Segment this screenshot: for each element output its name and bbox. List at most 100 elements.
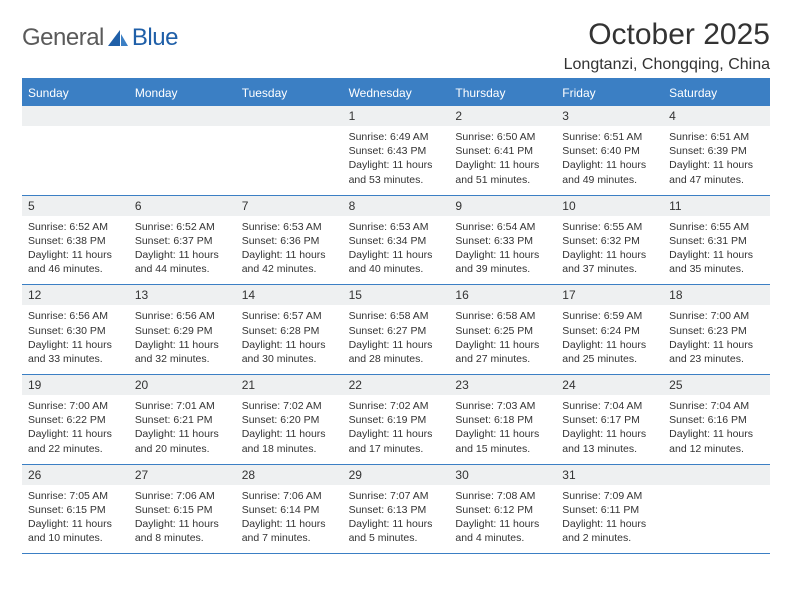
day-number-band: . [22, 106, 129, 126]
day-cell: 18Sunrise: 7:00 AMSunset: 6:23 PMDayligh… [663, 285, 770, 374]
week-row: 12Sunrise: 6:56 AMSunset: 6:30 PMDayligh… [22, 285, 770, 375]
day-number-band: 31 [556, 465, 663, 485]
daylight-line: Daylight: 11 hours and 18 minutes. [242, 427, 337, 455]
day-cell: 11Sunrise: 6:55 AMSunset: 6:31 PMDayligh… [663, 196, 770, 285]
daylight-line: Daylight: 11 hours and 17 minutes. [349, 427, 444, 455]
sunset-line: Sunset: 6:31 PM [669, 234, 764, 248]
sunset-line: Sunset: 6:39 PM [669, 144, 764, 158]
sunset-line: Sunset: 6:19 PM [349, 413, 444, 427]
day-cell: 2Sunrise: 6:50 AMSunset: 6:41 PMDaylight… [449, 106, 556, 195]
day-number-band: 28 [236, 465, 343, 485]
day-cell: 1Sunrise: 6:49 AMSunset: 6:43 PMDaylight… [343, 106, 450, 195]
sunrise-line: Sunrise: 7:02 AM [349, 399, 444, 413]
day-number-band: 19 [22, 375, 129, 395]
location-subtitle: Longtanzi, Chongqing, China [564, 56, 770, 74]
day-number: 2 [455, 109, 550, 123]
day-number: 24 [562, 378, 657, 392]
daylight-line: Daylight: 11 hours and 42 minutes. [242, 248, 337, 276]
day-number-band: 30 [449, 465, 556, 485]
day-number-band: 16 [449, 285, 556, 305]
sunset-line: Sunset: 6:22 PM [28, 413, 123, 427]
sunrise-line: Sunrise: 7:09 AM [562, 489, 657, 503]
sunset-line: Sunset: 6:30 PM [28, 324, 123, 338]
day-number-band: 22 [343, 375, 450, 395]
sunrise-line: Sunrise: 6:58 AM [455, 309, 550, 323]
sunrise-line: Sunrise: 6:52 AM [28, 220, 123, 234]
day-number-band: 21 [236, 375, 343, 395]
sunset-line: Sunset: 6:20 PM [242, 413, 337, 427]
daylight-line: Daylight: 11 hours and 8 minutes. [135, 517, 230, 545]
daylight-line: Daylight: 11 hours and 23 minutes. [669, 338, 764, 366]
sunrise-line: Sunrise: 7:06 AM [242, 489, 337, 503]
day-cell: 21 Sunrise: 7:02 AMSunset: 6:20 PMDayligh… [236, 375, 343, 464]
day-number: 18 [669, 288, 764, 302]
day-cell: 7Sunrise: 6:53 AMSunset: 6:36 PMDaylight… [236, 196, 343, 285]
day-number: 20 [135, 378, 230, 392]
day-number-band: . [236, 106, 343, 126]
header: General Blue October 2025 Longtanzi, Cho… [22, 18, 770, 74]
day-number: 3 [562, 109, 657, 123]
sunrise-line: Sunrise: 6:51 AM [562, 130, 657, 144]
sunset-line: Sunset: 6:13 PM [349, 503, 444, 517]
daylight-line: Daylight: 11 hours and 37 minutes. [562, 248, 657, 276]
sunset-line: Sunset: 6:40 PM [562, 144, 657, 158]
daylight-line: Daylight: 11 hours and 7 minutes. [242, 517, 337, 545]
day-cell: 15Sunrise: 6:58 AMSunset: 6:27 PMDayligh… [343, 285, 450, 374]
empty-day-cell: . [129, 106, 236, 195]
daylight-line: Daylight: 11 hours and 15 minutes. [455, 427, 550, 455]
sunset-line: Sunset: 6:33 PM [455, 234, 550, 248]
day-number: 25 [669, 378, 764, 392]
day-number-band: . [663, 465, 770, 485]
day-number-band: 4 [663, 106, 770, 126]
day-cell: 12Sunrise: 6:56 AMSunset: 6:30 PMDayligh… [22, 285, 129, 374]
daylight-line: Daylight: 11 hours and 2 minutes. [562, 517, 657, 545]
sunset-line: Sunset: 6:16 PM [669, 413, 764, 427]
sunrise-line: Sunrise: 7:06 AM [135, 489, 230, 503]
day-number-band: 6 [129, 196, 236, 216]
sunrise-line: Sunrise: 6:49 AM [349, 130, 444, 144]
daylight-line: Daylight: 11 hours and 12 minutes. [669, 427, 764, 455]
day-cell: 13Sunrise: 6:56 AMSunset: 6:29 PMDayligh… [129, 285, 236, 374]
weekday-header-cell: Saturday [663, 80, 770, 106]
day-number-band: 17 [556, 285, 663, 305]
daylight-line: Daylight: 11 hours and 28 minutes. [349, 338, 444, 366]
daylight-line: Daylight: 11 hours and 40 minutes. [349, 248, 444, 276]
day-number-band: 3 [556, 106, 663, 126]
day-number-band: 5 [22, 196, 129, 216]
sunset-line: Sunset: 6:34 PM [349, 234, 444, 248]
sunset-line: Sunset: 6:29 PM [135, 324, 230, 338]
day-number: 23 [455, 378, 550, 392]
sunrise-line: Sunrise: 6:50 AM [455, 130, 550, 144]
day-number-band: 8 [343, 196, 450, 216]
day-number: 10 [562, 199, 657, 213]
day-cell: 24Sunrise: 7:04 AMSunset: 6:17 PMDayligh… [556, 375, 663, 464]
day-cell: 29Sunrise: 7:07 AMSunset: 6:13 PMDayligh… [343, 465, 450, 554]
sunset-line: Sunset: 6:27 PM [349, 324, 444, 338]
day-cell: 4Sunrise: 6:51 AMSunset: 6:39 PMDaylight… [663, 106, 770, 195]
day-number: 13 [135, 288, 230, 302]
sunset-line: Sunset: 6:38 PM [28, 234, 123, 248]
day-number: 6 [135, 199, 230, 213]
day-number: 14 [242, 288, 337, 302]
day-cell: 8Sunrise: 6:53 AMSunset: 6:34 PMDaylight… [343, 196, 450, 285]
sunset-line: Sunset: 6:32 PM [562, 234, 657, 248]
sunset-line: Sunset: 6:15 PM [28, 503, 123, 517]
day-number-band: 1 [343, 106, 450, 126]
day-cell: 26Sunrise: 7:05 AMSunset: 6:15 PMDayligh… [22, 465, 129, 554]
daylight-line: Daylight: 11 hours and 49 minutes. [562, 158, 657, 186]
daylight-line: Daylight: 11 hours and 13 minutes. [562, 427, 657, 455]
weekday-header-cell: Friday [556, 80, 663, 106]
sunrise-line: Sunrise: 6:51 AM [669, 130, 764, 144]
day-number: 11 [669, 199, 764, 213]
sunrise-line: Sunrise: 7:02 AM [242, 399, 337, 413]
daylight-line: Daylight: 11 hours and 5 minutes. [349, 517, 444, 545]
sunset-line: Sunset: 6:14 PM [242, 503, 337, 517]
week-row: 19Sunrise: 7:00 AMSunset: 6:22 PMDayligh… [22, 375, 770, 465]
day-cell: 27Sunrise: 7:06 AMSunset: 6:15 PMDayligh… [129, 465, 236, 554]
weekday-header-row: SundayMondayTuesdayWednesdayThursdayFrid… [22, 80, 770, 106]
day-number: 4 [669, 109, 764, 123]
day-cell: 10Sunrise: 6:55 AMSunset: 6:32 PMDayligh… [556, 196, 663, 285]
week-row: 26Sunrise: 7:05 AMSunset: 6:15 PMDayligh… [22, 465, 770, 555]
sunset-line: Sunset: 6:25 PM [455, 324, 550, 338]
day-number: 9 [455, 199, 550, 213]
